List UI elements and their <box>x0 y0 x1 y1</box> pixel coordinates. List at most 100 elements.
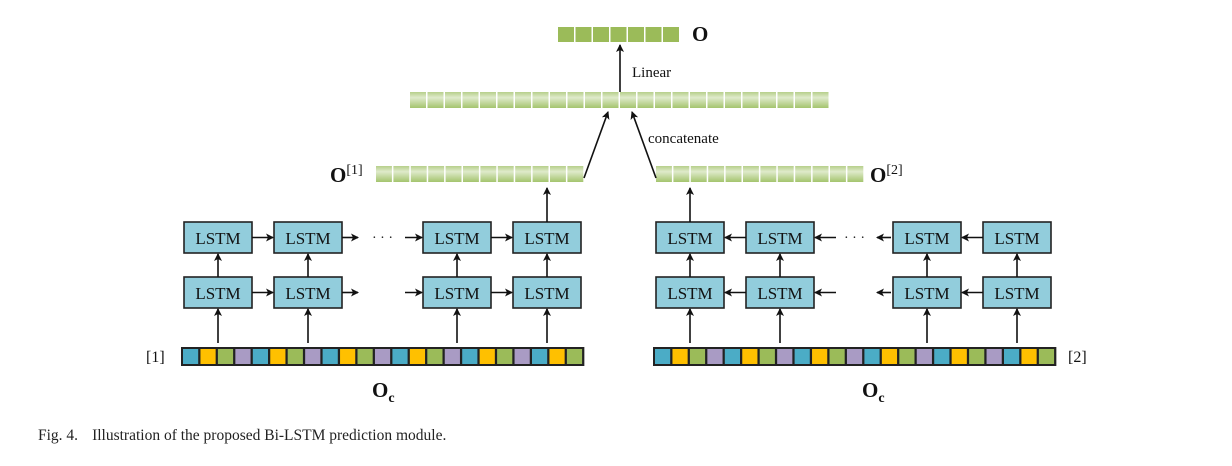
left-input-cell <box>252 349 268 364</box>
left-input-cell <box>479 349 495 364</box>
right-input-cell <box>986 349 1002 364</box>
left-output-vector-cell <box>567 166 584 182</box>
left-input-label: Oc <box>372 378 395 406</box>
right-input-cell <box>742 349 758 364</box>
right-output-vector-cell <box>725 166 742 182</box>
right-output-vector-cell <box>777 166 794 182</box>
right-input-cell <box>969 349 985 364</box>
left-input-cell <box>566 349 583 364</box>
concat-vector-cell <box>655 92 671 108</box>
concat-vector-cell <box>427 92 444 108</box>
right-input-cell <box>1038 349 1055 364</box>
concat-vector-cell <box>812 92 829 108</box>
left-input-cell <box>514 349 530 364</box>
concat-vector-cell <box>462 92 479 108</box>
left-input-cell <box>427 349 443 364</box>
forward-lstm-label: LSTM <box>524 229 569 248</box>
left-input-cell <box>200 349 216 364</box>
right-input-cell <box>864 349 880 364</box>
concat-vector-cell <box>637 92 654 108</box>
right-input-cell <box>794 349 810 364</box>
concat-vector-cell <box>795 92 811 108</box>
forward-lstm-cell <box>422 276 492 309</box>
forward-lstm-label: LSTM <box>524 284 569 303</box>
left-output-vector-cell <box>428 166 445 182</box>
backward-lstm-label: LSTM <box>757 229 802 248</box>
backward-lstm-label: LSTM <box>904 284 949 303</box>
right-input-cell <box>655 349 671 364</box>
right-input-cell <box>707 349 723 364</box>
right-output-vector-cell <box>673 166 690 182</box>
right-input-cell <box>881 349 898 364</box>
left-output-vector-cell <box>463 166 479 182</box>
right-output-vector-cell <box>708 166 725 182</box>
backward-lstm-label: LSTM <box>757 284 802 303</box>
left-output-label: O[1] <box>330 163 363 187</box>
left-input-tag: [1] <box>146 349 165 366</box>
left-output-sup: [1] <box>346 163 362 178</box>
forward-lstm-cell <box>422 221 492 254</box>
output-vector-cell <box>645 27 662 42</box>
left-input-cell <box>462 349 478 364</box>
right-output-vector-cell <box>847 166 864 182</box>
right-output-label: O[2] <box>870 163 903 187</box>
right-ellipsis: · · · <box>844 231 865 246</box>
backward-lstm-cell <box>745 221 815 254</box>
backward-lstm-label: LSTM <box>667 284 712 303</box>
concat-vector-cell <box>725 92 741 108</box>
left-input-cell <box>235 349 251 364</box>
backward-lstm-label: LSTM <box>994 229 1039 248</box>
output-vector-cell <box>663 27 679 42</box>
forward-lstm-label: LSTM <box>195 229 240 248</box>
right-input-cell <box>1004 349 1020 364</box>
concat-arrow-left <box>583 111 610 179</box>
left-input-cell <box>357 349 373 364</box>
left-output-vector-cell <box>497 166 514 182</box>
concat-vector-cell <box>690 92 706 108</box>
linear-label: Linear <box>632 65 671 81</box>
output-vector-cell <box>593 27 609 42</box>
right-input-label: Oc <box>862 378 885 406</box>
right-input-cell <box>829 349 845 364</box>
right-output-vector-cell <box>830 166 846 182</box>
output-vector-cell <box>610 27 627 42</box>
concat-vector-cell <box>480 92 496 108</box>
right-input-cell <box>777 349 793 364</box>
concat-vector-cell <box>515 92 531 108</box>
concat-vector-cell <box>777 92 794 108</box>
left-input-cell <box>322 349 338 364</box>
left-input-cell <box>270 349 286 364</box>
left-input-cell <box>532 349 548 364</box>
right-input-cell <box>759 349 775 364</box>
left-input-cell <box>444 349 460 364</box>
figure-number: Fig. 4. <box>38 427 79 444</box>
left-output-vector-cell <box>410 166 427 182</box>
left-input-cell <box>305 349 321 364</box>
right-output-vector-cell <box>743 166 759 182</box>
forward-lstm-label: LSTM <box>434 284 479 303</box>
left-input-cell <box>497 349 513 364</box>
concat-vector-cell <box>550 92 566 108</box>
forward-lstm-cell <box>273 221 343 254</box>
concat-vector-cell <box>497 92 514 108</box>
backward-lstm-label: LSTM <box>667 229 712 248</box>
concat-vector-cell <box>532 92 549 108</box>
right-input-cell <box>846 349 863 364</box>
right-output-sup: [2] <box>886 163 902 178</box>
backward-lstm-cell <box>892 276 962 309</box>
concat-vector-cell <box>742 92 759 108</box>
concat-arrow-right <box>630 111 657 179</box>
concat-vector-cell <box>672 92 689 108</box>
right-output-vector-cell <box>690 166 707 182</box>
caption-text: Illustration of the proposed Bi-LSTM pre… <box>92 427 447 444</box>
right-input-cell <box>672 349 688 364</box>
right-output-vector-cell <box>812 166 829 182</box>
right-input-cell <box>1021 349 1037 364</box>
left-output-vector-cell <box>550 166 566 182</box>
output-vector-cell <box>558 27 574 42</box>
right-input-cell <box>916 349 932 364</box>
concat-vector-cell <box>410 92 426 108</box>
concat-vector-cell <box>445 92 461 108</box>
concat-vector-cell <box>602 92 619 108</box>
